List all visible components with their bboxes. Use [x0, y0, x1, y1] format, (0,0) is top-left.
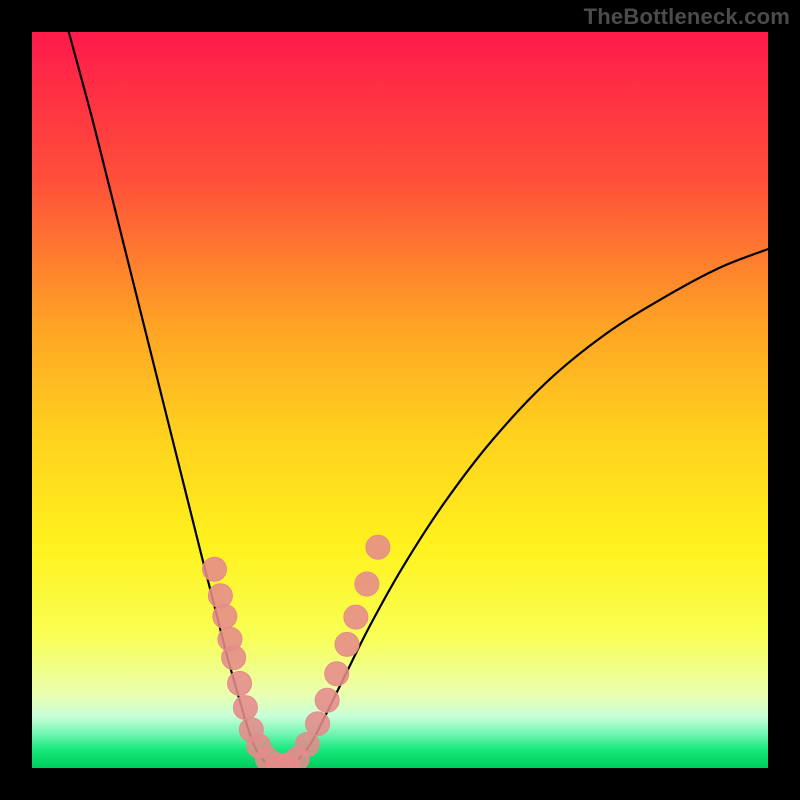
marker-point	[233, 696, 257, 720]
marker-point	[315, 688, 339, 712]
gradient-background	[32, 32, 768, 768]
marker-point	[366, 535, 390, 559]
marker-point	[222, 646, 246, 670]
plot-svg	[32, 32, 768, 768]
marker-point	[325, 662, 349, 686]
marker-point	[344, 605, 368, 629]
marker-point	[228, 671, 252, 695]
marker-point	[203, 557, 227, 581]
marker-point	[213, 604, 237, 628]
marker-point	[306, 712, 330, 736]
marker-point	[355, 572, 379, 596]
watermark-text: TheBottleneck.com	[584, 4, 790, 30]
plot-area	[32, 32, 768, 768]
marker-point	[335, 632, 359, 656]
marker-point	[208, 584, 232, 608]
